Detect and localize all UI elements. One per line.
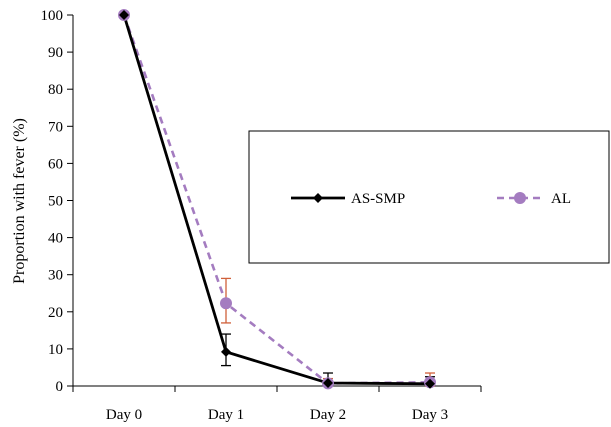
legend: AS-SMP AL [248,130,610,264]
y-tick-label: 10 [48,342,63,358]
y-tick-label: 40 [48,231,63,247]
y-tick-label: 90 [48,45,63,61]
y-tick-label: 30 [48,268,63,284]
legend-label: AL [551,191,571,207]
x-tick-label: Day 3 [412,407,448,423]
data-point [313,193,323,203]
y-tick-label: 50 [48,194,63,210]
y-axis-title: Proportion with fever (%) [11,118,28,284]
tick-labels: 0 10 20 30 40 50 60 70 80 90 100 Day 0 Day 1 Day 2 Day… [41,8,449,423]
x-tick-label: Day 1 [208,407,244,423]
error-bars [221,277,435,387]
legend-label: AS-SMP [351,191,405,207]
x-tick-label: Day 2 [310,407,346,423]
data-markers [118,9,436,390]
data-point [119,10,129,20]
y-tick-label: 80 [48,82,63,98]
data-point [323,378,333,389]
y-tick-label: 60 [48,156,63,172]
x-tick-label: Day 0 [106,407,142,423]
y-tick-label: 100 [41,8,64,24]
data-point [514,192,526,204]
series-lines [122,14,431,386]
data-point [425,378,435,389]
y-tick-label: 20 [48,305,63,321]
series-line [122,14,431,386]
data-point [221,346,231,357]
y-tick-label: 70 [48,119,63,135]
data-point [220,297,232,310]
y-tick-label: 0 [56,379,64,395]
axes [67,14,482,392]
